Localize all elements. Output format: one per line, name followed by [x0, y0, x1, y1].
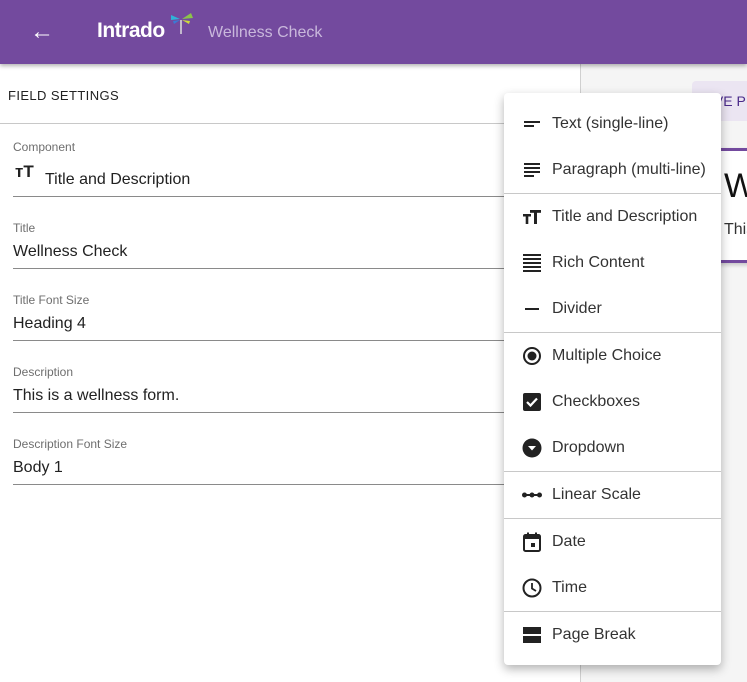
field-settings-heading: FIELD SETTINGS	[0, 64, 580, 124]
menu-divider	[504, 193, 721, 194]
menu-item-multiple-choice[interactable]: Multiple Choice	[504, 333, 721, 379]
title-input[interactable]: Title Wellness Check	[13, 221, 533, 269]
app-bar: ← Intrado Wellness Check	[0, 0, 747, 64]
dragonfly-logo-icon	[171, 13, 193, 34]
description-font-size-value: Body 1	[13, 459, 63, 476]
menu-item-dropdown[interactable]: Dropdown	[504, 425, 721, 471]
menu-item-page-break[interactable]: Page Break	[504, 612, 721, 658]
menu-item-label: Text (single-line)	[552, 115, 669, 132]
check-box-icon	[522, 392, 542, 412]
menu-item-label: Date	[552, 533, 586, 550]
arrow-drop-down-circle-icon	[522, 438, 542, 458]
text-fields-icon	[522, 207, 542, 227]
menu-item-label: Title and Description	[552, 208, 698, 225]
clock-icon	[522, 578, 542, 598]
component-label: Component	[13, 140, 76, 154]
back-arrow-icon[interactable]: ←	[30, 18, 54, 45]
menu-item-linear-scale[interactable]: Linear Scale	[504, 472, 721, 518]
menu-item-divider[interactable]: Divider	[504, 286, 721, 332]
component-value: Title and Description	[45, 171, 191, 188]
component-type-menu: Text (single-line) Paragraph (multi-line…	[504, 93, 721, 665]
menu-divider	[504, 471, 721, 472]
description-value: This is a wellness form.	[13, 387, 180, 404]
menu-item-label: Page Break	[552, 626, 636, 643]
radio-button-checked-icon	[522, 346, 542, 366]
menu-item-label: Rich Content	[552, 254, 645, 271]
title-value: Wellness Check	[13, 243, 128, 260]
description-font-size-label: Description Font Size	[13, 437, 128, 451]
text-fields-icon: ᴛT	[15, 162, 34, 181]
menu-divider	[504, 611, 721, 612]
menu-item-label: Time	[552, 579, 587, 596]
format-align-justify-icon	[522, 253, 542, 273]
menu-item-paragraph[interactable]: Paragraph (multi-line)	[504, 147, 721, 193]
description-input[interactable]: Description This is a wellness form.	[13, 365, 533, 413]
calendar-icon	[522, 532, 542, 552]
description-font-size-select[interactable]: Description Font Size Body 1	[13, 437, 533, 485]
intrado-logo: Intrado	[97, 13, 193, 43]
brand-name: Intrado	[97, 19, 165, 42]
field-settings-panel: FIELD SETTINGS Component ᴛT Title and De…	[0, 64, 581, 682]
menu-item-label: Divider	[552, 300, 602, 317]
menu-item-label: Linear Scale	[552, 486, 641, 503]
component-select[interactable]: Component ᴛT Title and Description	[13, 140, 533, 197]
app-title: Wellness Check	[208, 24, 323, 41]
description-label: Description	[13, 365, 74, 379]
title-font-size-value: Heading 4	[13, 315, 86, 332]
menu-divider	[504, 518, 721, 519]
menu-item-label: Paragraph (multi-line)	[552, 161, 706, 178]
remove-icon	[522, 299, 542, 319]
short-text-icon	[522, 114, 542, 134]
title-font-size-label: Title Font Size	[13, 293, 90, 307]
menu-item-date[interactable]: Date	[504, 519, 721, 565]
page-break-icon	[522, 625, 542, 645]
title-label: Title	[13, 221, 36, 235]
menu-item-label: Multiple Choice	[552, 347, 662, 364]
subject-icon	[522, 160, 542, 180]
menu-item-time[interactable]: Time	[504, 565, 721, 611]
menu-item-label: Checkboxes	[552, 393, 641, 410]
menu-item-checkboxes[interactable]: Checkboxes	[504, 379, 721, 425]
menu-divider	[504, 332, 721, 333]
menu-item-rich-content[interactable]: Rich Content	[504, 240, 721, 286]
linear-scale-icon	[522, 485, 542, 505]
title-font-size-select[interactable]: Title Font Size Heading 4	[13, 293, 533, 341]
menu-item-text-single-line[interactable]: Text (single-line)	[504, 101, 721, 147]
menu-item-title-and-description[interactable]: Title and Description	[504, 194, 721, 240]
menu-item-label: Dropdown	[552, 439, 625, 456]
preview-card-description: This is a wellness form.	[724, 221, 747, 238]
preview-card-title: Wellness Check	[724, 167, 747, 206]
